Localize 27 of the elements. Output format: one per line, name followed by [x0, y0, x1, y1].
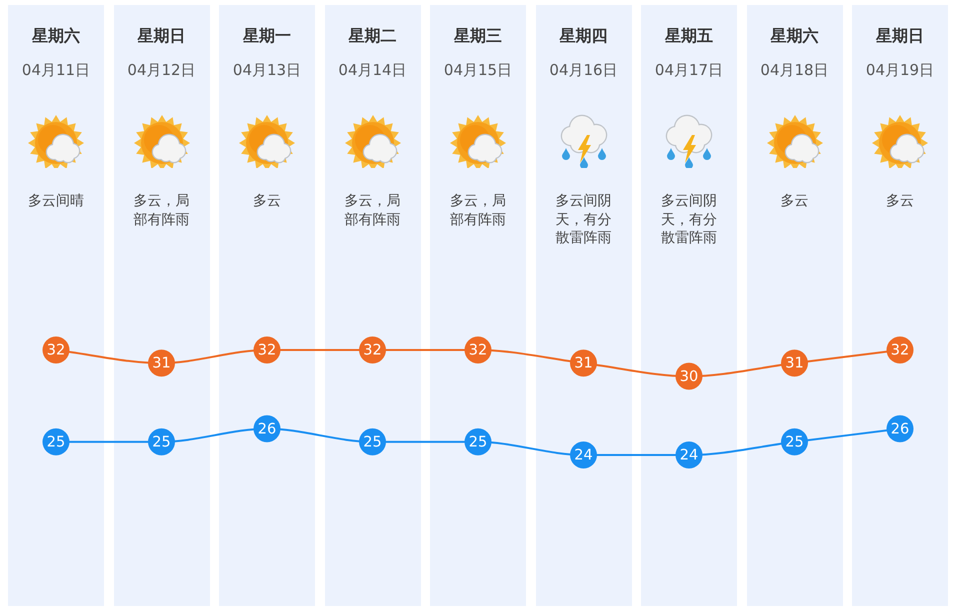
data-label: 26 [890, 421, 910, 438]
annotation: 多云间晴 [27, 192, 85, 210]
data-label: 32 [46, 342, 66, 358]
data-label: 24 [680, 448, 698, 464]
annotation: 多云，局部有阵雨 [132, 192, 190, 229]
data-label: 26 [258, 421, 276, 438]
annotation: 多云 [252, 192, 282, 210]
annotation: 多云，局部有阵雨 [449, 192, 507, 229]
data-label: 25 [152, 434, 171, 450]
data-label: 32 [468, 342, 488, 358]
annotation: 多云间阴天，有分散雷阵雨 [554, 192, 612, 248]
data-label: 31 [574, 356, 593, 372]
data-label: 32 [363, 342, 382, 358]
data-label: 30 [680, 368, 698, 385]
data-label: 24 [574, 448, 593, 464]
data-label: 32 [890, 342, 910, 358]
data-label: 31 [152, 356, 171, 372]
data-label: 25 [363, 434, 382, 450]
data-label: 31 [785, 356, 804, 372]
annotation: 多云间阴天，有分散雷阵雨 [660, 192, 718, 248]
annotation: 多云 [780, 192, 810, 210]
annotation: 多云，局部有阵雨 [344, 192, 402, 229]
data-label: 25 [468, 434, 488, 450]
data-label: 25 [46, 434, 66, 450]
annotation: 多云 [885, 192, 915, 210]
data-label: 32 [258, 342, 276, 358]
data-label: 25 [785, 434, 804, 450]
